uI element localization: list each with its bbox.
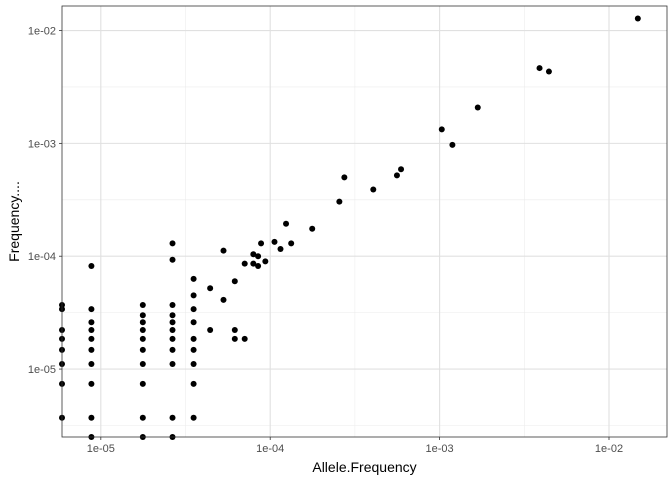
scatter-point bbox=[169, 360, 176, 367]
scatter-point bbox=[139, 335, 146, 342]
scatter-point bbox=[190, 306, 197, 313]
scatter-point bbox=[139, 326, 146, 333]
scatter-point bbox=[88, 262, 95, 269]
y-tick-label: 1e-04 bbox=[28, 251, 56, 263]
scatter-point bbox=[190, 335, 197, 342]
scatter-point bbox=[88, 380, 95, 387]
grid-lines bbox=[62, 6, 667, 437]
plot-panel bbox=[62, 6, 667, 437]
x-tick-label: 1e-04 bbox=[256, 443, 284, 455]
scatter-point bbox=[169, 346, 176, 353]
scatter-point bbox=[258, 240, 265, 247]
scatter-point bbox=[169, 256, 176, 263]
scatter-point bbox=[139, 414, 146, 421]
scatter-point bbox=[190, 319, 197, 326]
y-tick-label: 1e-02 bbox=[28, 26, 56, 38]
scatter-point bbox=[283, 220, 290, 227]
scatter-point bbox=[474, 104, 481, 111]
scatter-point bbox=[88, 360, 95, 367]
data-points bbox=[59, 15, 641, 440]
y-tick-label: 1e-05 bbox=[28, 364, 56, 376]
scatter-point bbox=[88, 335, 95, 342]
scatter-point bbox=[169, 335, 176, 342]
scatter-point bbox=[271, 238, 278, 245]
scatter-point bbox=[190, 360, 197, 367]
scatter-point bbox=[634, 15, 641, 22]
y-axis-title: Frequency.... bbox=[6, 181, 22, 262]
scatter-point bbox=[336, 198, 343, 205]
scatter-point bbox=[169, 414, 176, 421]
scatter-point bbox=[309, 225, 316, 232]
scatter-point bbox=[169, 301, 176, 308]
x-tick-label: 1e-05 bbox=[87, 443, 115, 455]
scatter-point bbox=[545, 68, 552, 75]
scatter-point bbox=[88, 319, 95, 326]
scatter-point bbox=[241, 335, 248, 342]
scatter-point bbox=[88, 306, 95, 313]
scatter-point bbox=[190, 292, 197, 299]
scatter-point bbox=[169, 312, 176, 319]
scatter-point bbox=[341, 174, 348, 181]
scatter-point bbox=[139, 346, 146, 353]
scatter-point bbox=[139, 312, 146, 319]
y-tick-label: 1e-03 bbox=[28, 138, 56, 150]
scatter-point bbox=[139, 319, 146, 326]
x-tick-label: 1e-03 bbox=[426, 443, 454, 455]
scatter-point bbox=[262, 258, 269, 265]
scatter-point bbox=[88, 414, 95, 421]
x-axis-title: Allele.Frequency bbox=[312, 459, 416, 475]
x-axis-ticks: 1e-05 1e-04 1e-03 1e-02 bbox=[87, 437, 623, 455]
scatter-point bbox=[139, 380, 146, 387]
scatter-point bbox=[231, 335, 238, 342]
scatter-point bbox=[288, 240, 295, 247]
scatter-point bbox=[241, 260, 248, 267]
scatter-point bbox=[255, 253, 262, 260]
scatter-point bbox=[207, 326, 214, 333]
scatter-point bbox=[220, 247, 227, 254]
scatter-point bbox=[277, 245, 284, 252]
scatter-point bbox=[139, 301, 146, 308]
scatter-point bbox=[190, 414, 197, 421]
scatter-point bbox=[250, 260, 257, 267]
scatter-point bbox=[139, 360, 146, 367]
scatter-point bbox=[449, 141, 456, 148]
scatter-point bbox=[220, 296, 227, 303]
scatter-point bbox=[190, 275, 197, 282]
scatter-point bbox=[250, 251, 257, 258]
scatter-point bbox=[169, 326, 176, 333]
scatter-point bbox=[169, 319, 176, 326]
y-axis-ticks: 1e-05 1e-04 1e-03 1e-02 bbox=[28, 26, 62, 376]
scatter-point bbox=[88, 326, 95, 333]
scatter-point bbox=[88, 346, 95, 353]
scatter-point bbox=[255, 262, 262, 269]
scatter-point bbox=[190, 380, 197, 387]
scatter-point bbox=[370, 186, 377, 193]
scatter-point bbox=[438, 126, 445, 133]
scatter-point bbox=[393, 172, 400, 179]
scatter-point bbox=[398, 166, 405, 173]
scatter-point bbox=[231, 278, 238, 285]
panel-border bbox=[61, 5, 668, 438]
scatter-point bbox=[207, 285, 214, 292]
scatter-point bbox=[190, 346, 197, 353]
scatter-point bbox=[231, 326, 238, 333]
scatter-point bbox=[536, 65, 543, 72]
x-tick-label: 1e-02 bbox=[595, 443, 623, 455]
scatter-point bbox=[169, 240, 176, 247]
